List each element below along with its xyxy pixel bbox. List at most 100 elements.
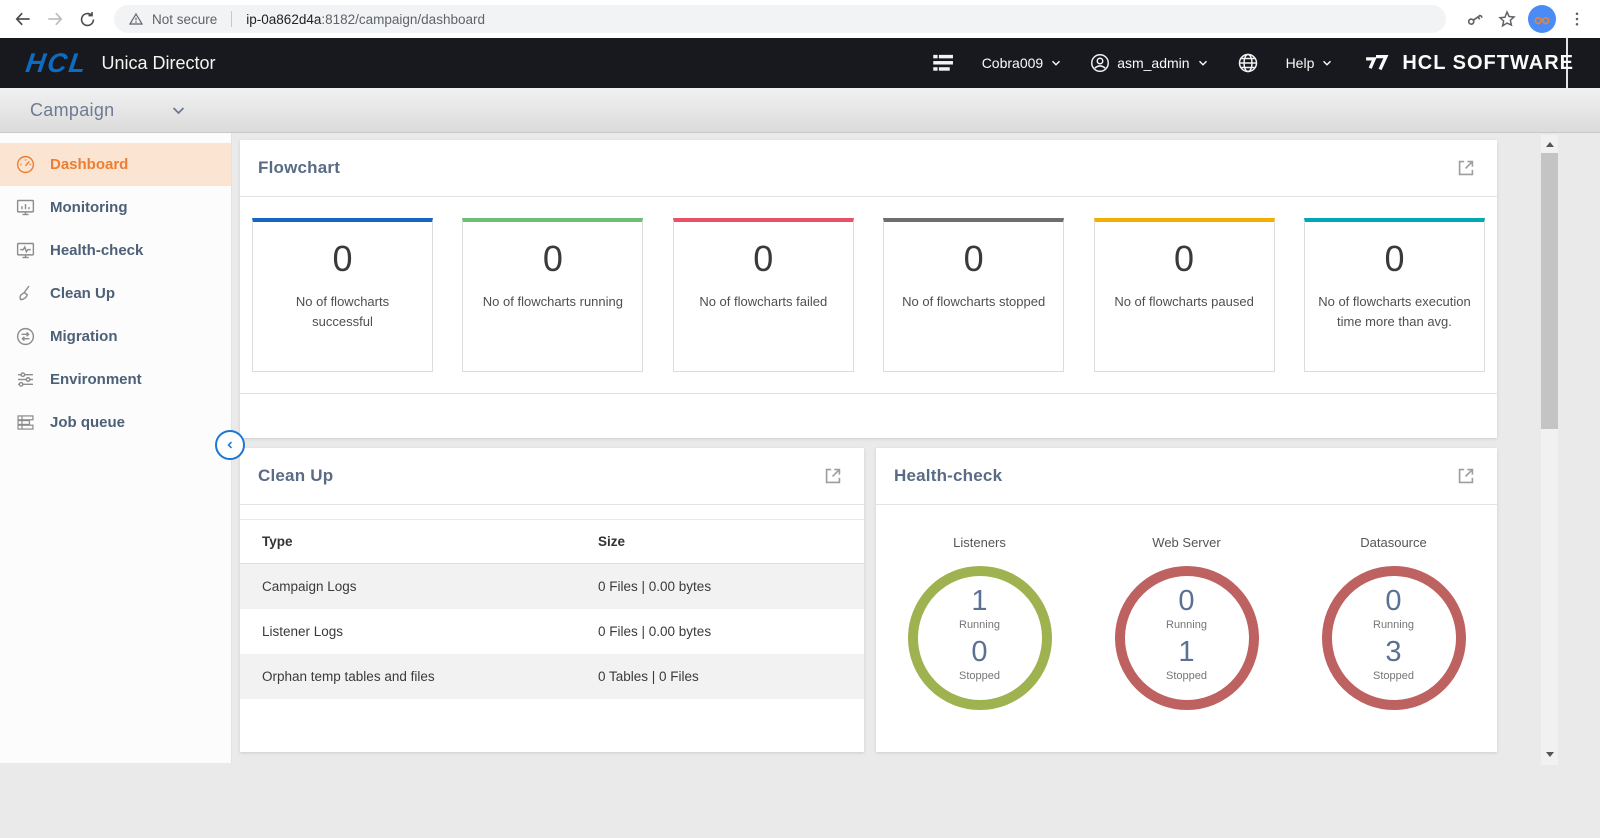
row-size: 0 Files | 0.00 bytes — [598, 579, 712, 594]
stat-card-stopped: 0 No of flowcharts stopped — [883, 218, 1065, 372]
password-key-icon[interactable] — [1464, 8, 1486, 30]
stopped-label: Stopped — [959, 670, 1000, 682]
cleanup-card-header: Clean Up — [240, 448, 864, 505]
content-scrollbar[interactable] — [1541, 135, 1558, 765]
row-type: Orphan temp tables and files — [262, 669, 435, 684]
gauge-web-server: Web Server 0 Running 1 Stopped — [1083, 535, 1290, 710]
running-count: 0 — [1385, 585, 1402, 617]
hcl-software-logo: HCL SOFTWARE — [1360, 49, 1574, 77]
browser-menu-icon[interactable] — [1566, 8, 1588, 30]
sidebar-item-environment[interactable]: Environment — [0, 358, 231, 401]
queue-list-icon[interactable] — [930, 50, 956, 76]
chevron-down-icon — [1052, 60, 1061, 66]
scrollbar-thumb[interactable] — [1541, 153, 1558, 429]
chevron-down-icon — [1198, 60, 1207, 66]
running-label: Running — [1373, 619, 1414, 631]
chevron-down-icon[interactable] — [170, 102, 187, 119]
cleanup-table: Type Size Campaign Logs 0 Files | 0.00 b… — [240, 519, 864, 699]
flowchart-title: Flowchart — [258, 158, 341, 177]
hcl-software-mark-icon — [1366, 54, 1389, 71]
user-name: asm_admin — [1117, 55, 1190, 71]
cleanup-title: Clean Up — [258, 466, 334, 485]
stat-label: No of flowcharts failed — [699, 294, 828, 309]
address-bar[interactable]: Not secure ip-0a862d4a:8182/campaign/das… — [114, 5, 1446, 33]
stat-value: 0 — [1384, 238, 1405, 279]
sidebar-item-label: Clean Up — [50, 285, 116, 302]
stat-label: No of flowcharts successful — [295, 294, 390, 330]
stat-value: 0 — [332, 238, 353, 279]
gauge-name: Web Server — [1152, 535, 1221, 550]
scroll-up-arrow-icon[interactable] — [1541, 137, 1558, 151]
sidebar: Dashboard Monitoring Health-check Clean … — [0, 133, 232, 763]
gauge-ring: 0 Running 1 Stopped — [1114, 566, 1259, 710]
scroll-down-arrow-icon[interactable] — [1541, 747, 1558, 761]
app-selector-label[interactable]: Campaign — [30, 99, 115, 120]
sidebar-item-label: Migration — [50, 328, 118, 345]
stat-label: No of flowcharts paused — [1114, 294, 1254, 309]
browser-toolbar: Not secure ip-0a862d4a:8182/campaign/das… — [0, 0, 1600, 38]
not-secure-warning-icon — [128, 11, 144, 27]
stopped-count: 1 — [1178, 636, 1195, 668]
sidebar-item-dashboard[interactable]: Dashboard — [0, 143, 231, 186]
stat-card-paused: 0 No of flowcharts paused — [1093, 218, 1275, 372]
user-menu[interactable]: asm_admin — [1089, 52, 1209, 74]
open-in-new-icon[interactable] — [1455, 465, 1477, 487]
sidebar-item-health-check[interactable]: Health-check — [0, 229, 231, 272]
monitoring-icon — [14, 197, 36, 219]
job-queue-icon — [14, 412, 36, 434]
language-globe-icon[interactable] — [1236, 51, 1260, 75]
cleanup-card: Clean Up Type Size Campaign Logs 0 Files… — [240, 448, 864, 752]
column-header-size: Size — [598, 534, 626, 549]
instance-selector[interactable]: Cobra009 — [982, 55, 1064, 71]
security-chip[interactable]: Not secure — [152, 11, 218, 27]
flowchart-stats-row: 0 No of flowcharts successful 0 No of fl… — [240, 197, 1497, 394]
sidebar-item-job-queue[interactable]: Job queue — [0, 401, 231, 444]
sidebar-item-label: Health-check — [50, 242, 144, 259]
app-selector-bar: Campaign — [0, 88, 1600, 133]
stat-value: 0 — [542, 238, 563, 279]
hcl-logo: HCL — [23, 47, 90, 78]
help-menu[interactable]: Help — [1286, 55, 1335, 71]
reload-icon[interactable] — [76, 8, 98, 30]
flowchart-card: Flowchart 0 No of flowcharts successful … — [240, 140, 1497, 438]
gauge-datasource: Datasource 0 Running 3 Stopped — [1290, 535, 1497, 710]
back-icon[interactable] — [12, 8, 34, 30]
table-row[interactable]: Listener Logs 0 Files | 0.00 bytes — [240, 609, 864, 654]
stat-value: 0 — [963, 238, 984, 279]
sidebar-collapse-button[interactable] — [215, 430, 245, 460]
health-gauges: Listeners 1 Running 0 Stopped Web Server… — [876, 535, 1497, 710]
omnibox-divider — [231, 11, 233, 27]
row-size: 0 Files | 0.00 bytes — [598, 624, 712, 639]
sidebar-item-label: Job queue — [50, 414, 126, 431]
running-count: 0 — [1178, 585, 1195, 617]
row-type: Listener Logs — [262, 624, 344, 639]
stat-card-exec-time: 0 No of flowcharts execution time more t… — [1303, 218, 1485, 372]
stat-value: 0 — [1174, 238, 1195, 279]
open-in-new-icon[interactable] — [822, 465, 844, 487]
forward-icon[interactable] — [44, 8, 66, 30]
open-in-new-icon[interactable] — [1455, 157, 1477, 179]
bookmark-star-icon[interactable] — [1496, 8, 1518, 30]
sidebar-item-label: Monitoring — [50, 199, 128, 216]
sidebar-item-clean-up[interactable]: Clean Up — [0, 272, 231, 315]
migration-sync-icon — [14, 326, 36, 348]
row-size: 0 Tables | 0 Files — [598, 669, 699, 684]
header-actions: Cobra009 asm_admin Help HCL SOFTWARE — [930, 38, 1574, 88]
user-icon — [1089, 52, 1111, 74]
sidebar-item-migration[interactable]: Migration — [0, 315, 231, 358]
url-text[interactable]: ip-0a862d4a:8182/campaign/dashboard — [246, 12, 485, 27]
stat-label: No of flowcharts running — [482, 294, 623, 309]
stat-value: 0 — [753, 238, 774, 279]
chevron-down-icon — [1323, 60, 1332, 66]
stat-label: No of flowcharts stopped — [902, 294, 1046, 309]
browser-profile-avatar[interactable] — [1528, 5, 1556, 33]
health-check-card: Health-check Listeners 1 Running 0 Stopp… — [876, 448, 1497, 752]
gauge-name: Listeners — [953, 535, 1006, 550]
stat-card-failed: 0 No of flowcharts failed — [672, 218, 854, 372]
sidebar-item-label: Environment — [50, 371, 142, 388]
sidebar-item-monitoring[interactable]: Monitoring — [0, 186, 231, 229]
table-row[interactable]: Campaign Logs 0 Files | 0.00 bytes — [240, 564, 864, 609]
running-label: Running — [1166, 619, 1207, 631]
table-row[interactable]: Orphan temp tables and files 0 Tables | … — [240, 654, 864, 699]
